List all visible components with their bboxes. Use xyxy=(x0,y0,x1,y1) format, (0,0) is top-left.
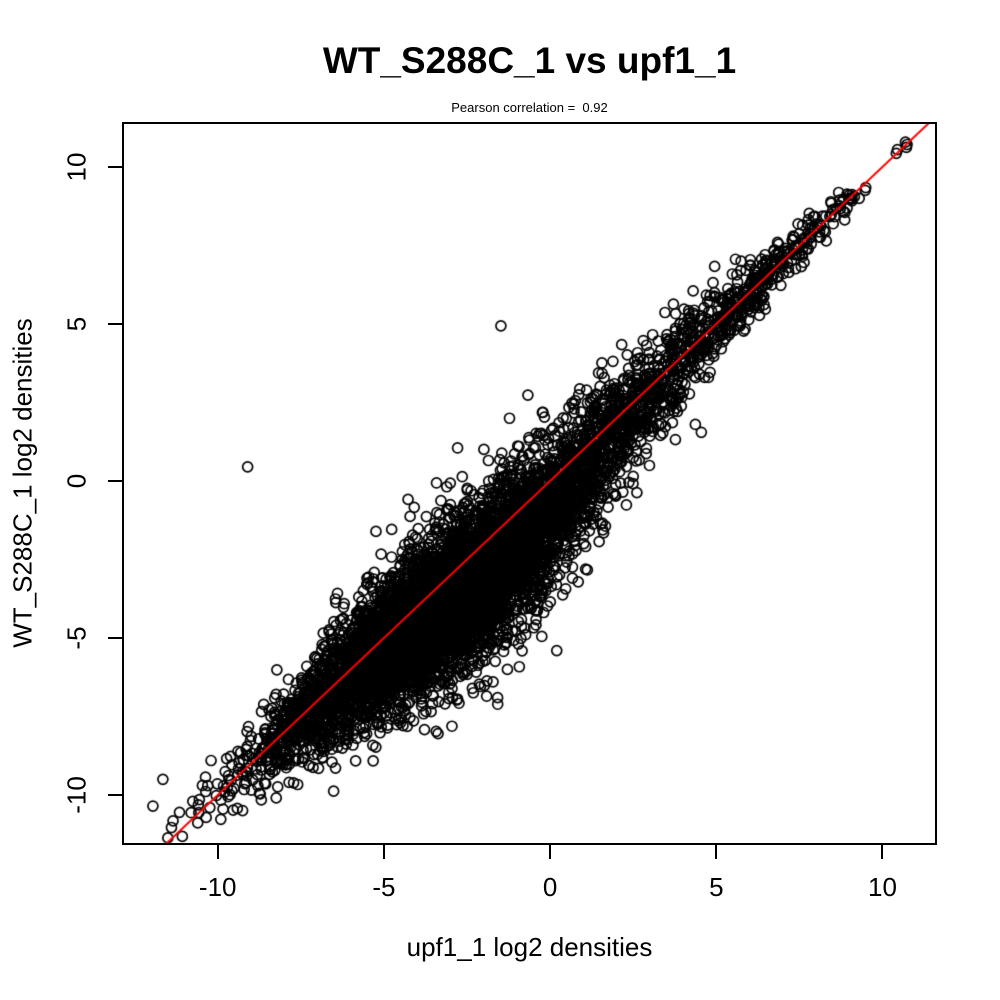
x-tick-label: 0 xyxy=(542,872,558,902)
x-tick-mark xyxy=(382,845,385,859)
y-axis-label: WT_S288C_1 log2 densities xyxy=(7,318,38,648)
x-tick-mark xyxy=(881,845,884,859)
y-tick-mark xyxy=(108,322,122,325)
x-tick-label: 5 xyxy=(709,872,724,902)
x-tick-label: -5 xyxy=(372,872,396,902)
x-tick-mark xyxy=(549,845,552,859)
x-tick-mark xyxy=(216,845,219,859)
y-tick-label: 0 xyxy=(61,473,92,489)
x-tick-label: 10 xyxy=(868,872,897,902)
y-tick-mark xyxy=(108,165,122,168)
y-tick-mark xyxy=(108,794,122,797)
x-axis-label: upf1_1 log2 densities xyxy=(406,932,653,962)
scatter-canvas xyxy=(122,122,937,845)
y-tick-label: -5 xyxy=(61,626,92,650)
plot-title: WT_S288C_1 vs upf1_1 xyxy=(322,40,737,81)
y-tick-label: -10 xyxy=(61,776,92,814)
correlation-subtitle: Pearson correlation = 0.92 xyxy=(451,100,608,115)
y-tick-label: 10 xyxy=(61,152,92,182)
x-tick-label: -10 xyxy=(198,872,237,902)
y-tick-mark xyxy=(108,637,122,640)
y-tick-label: 5 xyxy=(61,316,92,332)
x-tick-mark xyxy=(715,845,718,859)
y-tick-mark xyxy=(108,479,122,482)
